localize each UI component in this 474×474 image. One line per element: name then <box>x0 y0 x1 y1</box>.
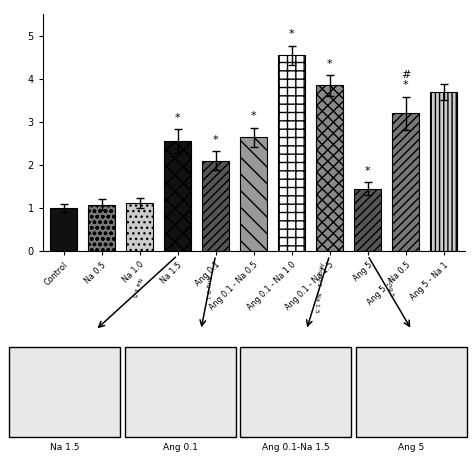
Text: *: * <box>365 166 370 176</box>
Bar <box>240 137 267 251</box>
Bar <box>125 347 236 437</box>
Bar <box>392 113 419 251</box>
Bar <box>316 85 343 251</box>
Text: Ang 0.1-Na 1.5: Ang 0.1-Na 1.5 <box>262 443 330 452</box>
Text: Ang 5: Ang 5 <box>386 278 394 297</box>
Bar <box>430 92 457 251</box>
Bar <box>354 189 381 251</box>
Text: Ang 0.1: Ang 0.1 <box>163 443 198 452</box>
Text: Ang 0.1 - Na 1.5: Ang 0.1 - Na 1.5 <box>313 262 323 313</box>
Bar <box>202 161 229 251</box>
Text: Na 1.5: Na 1.5 <box>131 277 142 298</box>
Text: *: * <box>213 135 219 145</box>
Text: *: * <box>175 113 181 123</box>
Text: *: * <box>327 58 332 69</box>
Bar <box>88 205 115 251</box>
Bar <box>240 347 351 437</box>
Text: *: * <box>251 111 256 121</box>
Text: Ang 0.1: Ang 0.1 <box>205 275 211 300</box>
Text: *: * <box>289 29 294 39</box>
Text: #
*: # * <box>401 71 410 91</box>
Text: Ang 5: Ang 5 <box>398 443 425 452</box>
Bar <box>356 347 467 437</box>
Text: Na 1.5: Na 1.5 <box>50 443 80 452</box>
Bar <box>9 347 120 437</box>
Bar <box>164 141 191 251</box>
Bar <box>50 208 77 251</box>
Bar <box>126 203 153 251</box>
Bar <box>278 55 305 251</box>
